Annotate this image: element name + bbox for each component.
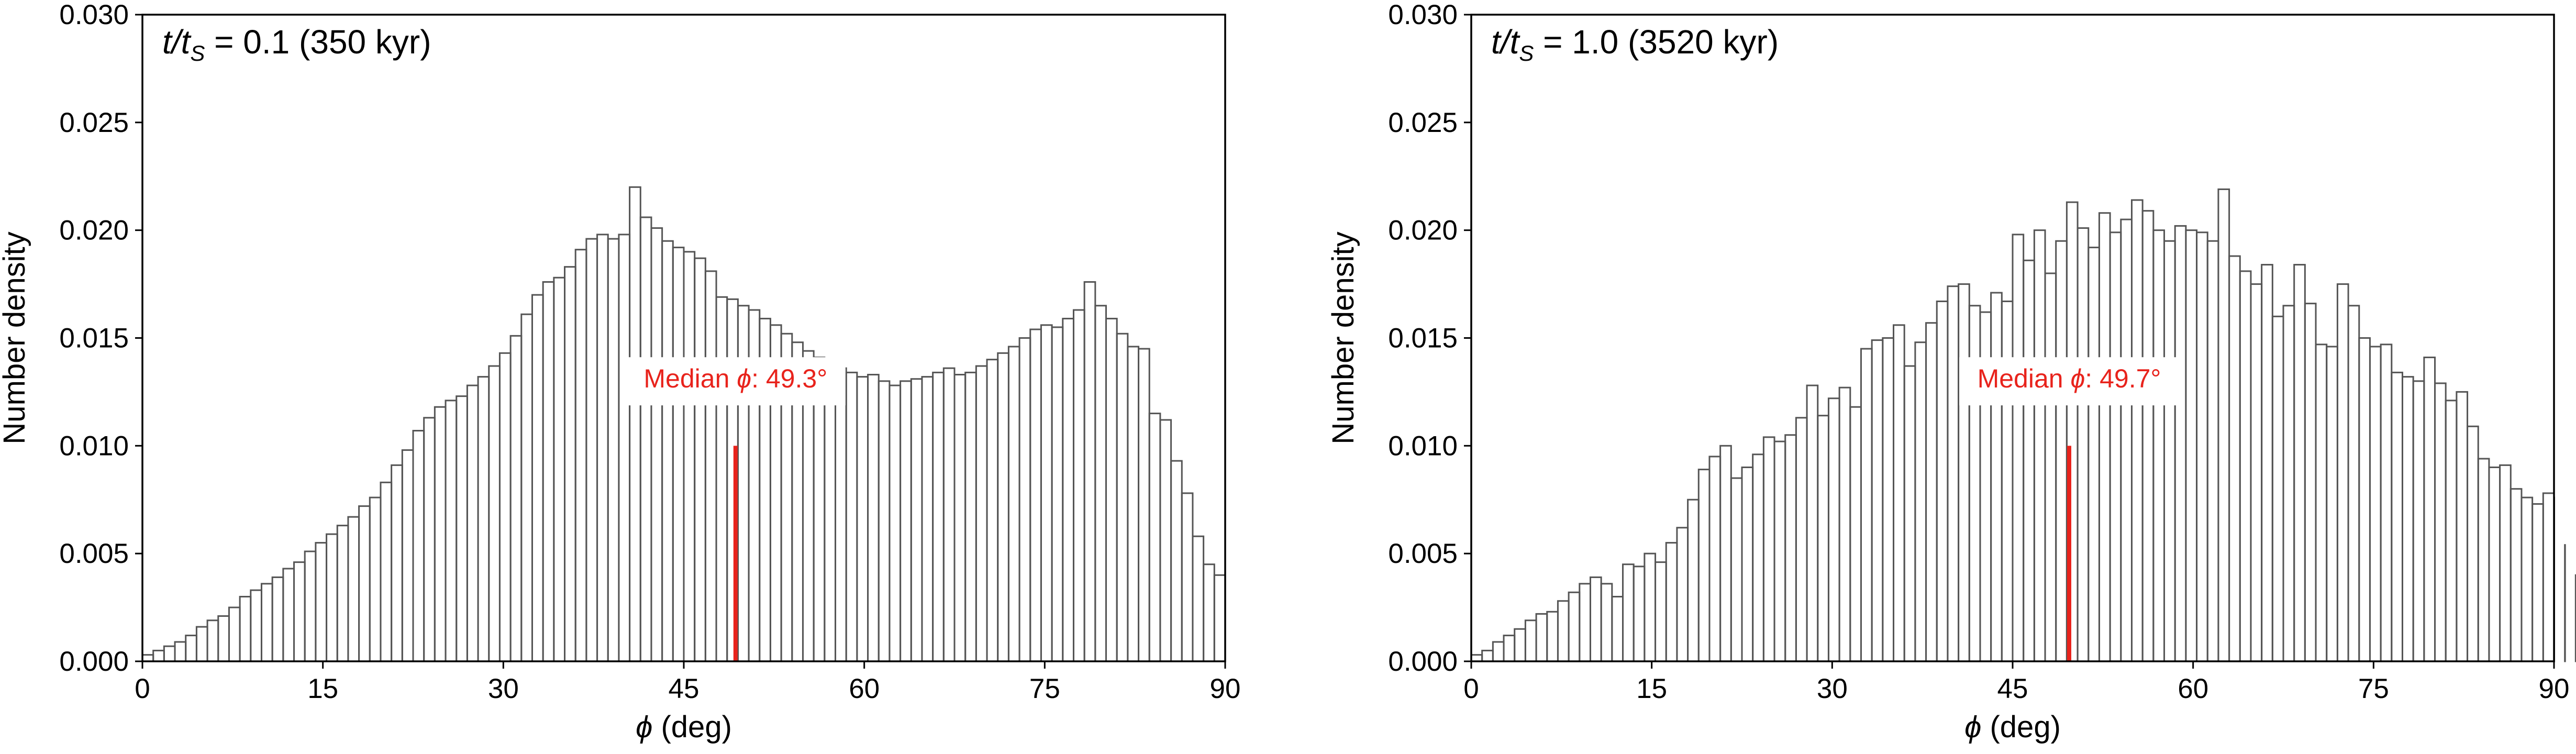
- median-marker-left: Median ϕ: 49.3°: [625, 357, 846, 661]
- y-tick-label: 0.025: [1388, 107, 1458, 138]
- y-tick-label: 0.010: [59, 430, 129, 461]
- y-tick-label: 0.020: [59, 215, 129, 246]
- y-axis-ticks: 0.000 0.005 0.010 0.015 0.020 0.025 0.030: [1388, 0, 1471, 677]
- x-tick-label: 75: [1029, 673, 1060, 704]
- y-tick-label: 0.000: [59, 646, 129, 677]
- panel-title: t/tS = 0.1 (350 kyr): [162, 23, 431, 65]
- x-axis-label: ϕ (deg): [1964, 710, 2061, 744]
- x-tick-label: 90: [1210, 673, 1241, 704]
- y-tick-label: 0.025: [59, 107, 129, 138]
- x-tick-label: 0: [135, 673, 150, 704]
- y-axis-ticks: 0.000 0.005 0.010 0.015 0.020 0.025 0.030: [59, 0, 142, 677]
- y-tick-label: 0.010: [1388, 430, 1458, 461]
- median-label-background: [625, 357, 846, 406]
- x-axis-label: ϕ (deg): [636, 710, 732, 744]
- x-tick-label: 45: [1997, 673, 2028, 704]
- x-tick-label: 0: [1463, 673, 1479, 704]
- y-tick-label: 0.005: [1388, 538, 1458, 569]
- histogram-bar: [2564, 544, 2566, 662]
- y-tick-label: 0.030: [1388, 0, 1458, 30]
- y-tick-label: 0.020: [1388, 215, 1458, 246]
- x-tick-label: 30: [488, 673, 519, 704]
- median-label-background: [1959, 357, 2179, 406]
- panel-title: t/tS = 1.0 (3520 kyr): [1491, 23, 1779, 65]
- x-axis-ticks: 0 15 30 45 60 75 90: [135, 661, 1240, 704]
- median-marker-right: Median ϕ: 49.7°: [1959, 357, 2179, 661]
- y-tick-label: 0.005: [59, 538, 129, 569]
- x-tick-label: 30: [1817, 673, 1848, 704]
- y-tick-label: 0.015: [59, 323, 129, 354]
- y-axis-label: Number density: [0, 231, 31, 444]
- x-tick-label: 45: [669, 673, 699, 704]
- median-label: Median ϕ: 49.7°: [1978, 364, 2161, 393]
- x-tick-label: 60: [849, 673, 880, 704]
- x-tick-label: 75: [2358, 673, 2389, 704]
- x-tick-label: 60: [2178, 673, 2208, 704]
- median-label: Median ϕ: 49.3°: [643, 364, 827, 393]
- x-tick-label: 15: [307, 673, 338, 704]
- panel-right: Median ϕ: 49.7° 0 15 30 45 60 75 90 0.000 0.005…: [1326, 0, 2576, 744]
- panel-left: Median ϕ: 49.3° 0 15 30 45 60 75 90 0.000 0.005…: [0, 0, 1240, 744]
- x-axis-ticks: 0 15 30 45 60 75 90: [1463, 661, 2569, 704]
- x-tick-label: 90: [2539, 673, 2570, 704]
- y-tick-label: 0.015: [1388, 323, 1458, 354]
- y-tick-label: 0.000: [1388, 646, 1458, 677]
- x-tick-label: 15: [1636, 673, 1667, 704]
- y-axis-label: Number density: [1326, 231, 1360, 444]
- y-tick-label: 0.030: [59, 0, 129, 30]
